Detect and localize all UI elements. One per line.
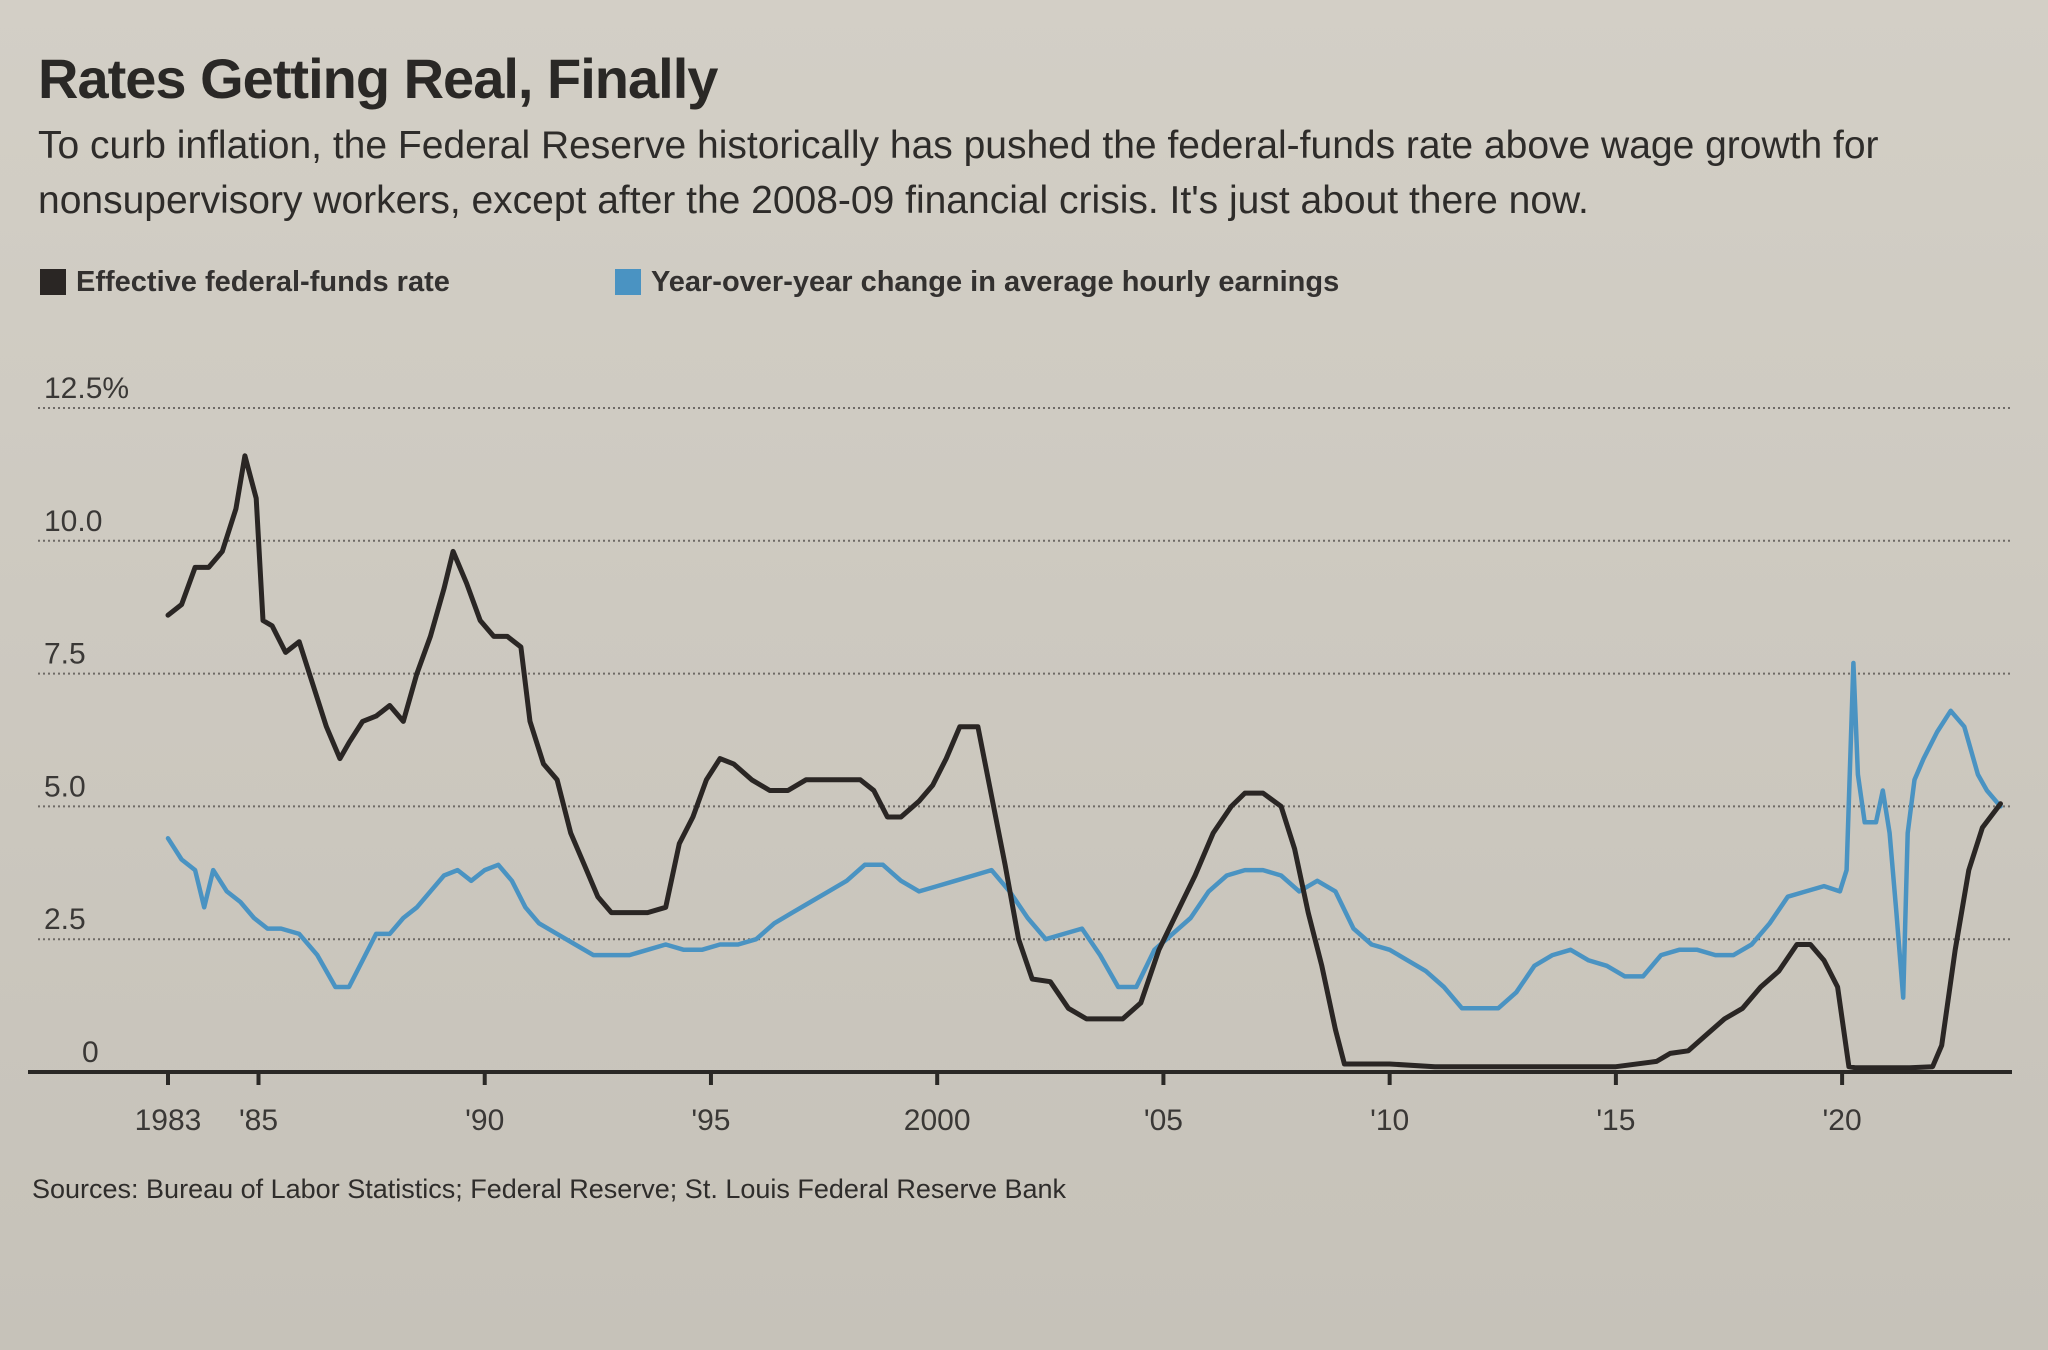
y-tick-label: 5.0 bbox=[44, 770, 86, 803]
series-line-ffr bbox=[165, 453, 2003, 1071]
series-lines bbox=[165, 453, 2003, 1071]
x-tick-label: '15 bbox=[1596, 1104, 1635, 1137]
y-tick-label: 12.5% bbox=[44, 372, 129, 405]
legend-item-ffr: Effective federal-funds rate bbox=[40, 262, 450, 302]
y-tick-label: 2.5 bbox=[44, 903, 86, 936]
x-tick-label: '85 bbox=[239, 1104, 278, 1137]
y-tick-label: 10.0 bbox=[44, 505, 102, 538]
chart-subtitle: To curb inflation, the Federal Reserve h… bbox=[38, 124, 1879, 222]
legend-label-ahe: Year-over-year change in average hourly … bbox=[651, 265, 1340, 298]
x-tick-label: '20 bbox=[1823, 1104, 1862, 1137]
legend-swatch-ffr bbox=[40, 269, 66, 295]
series-line-ahe bbox=[165, 660, 2003, 1011]
y-tick-label: 7.5 bbox=[44, 638, 86, 671]
y-tick-label: 0 bbox=[82, 1036, 99, 1069]
legend-swatch-ahe bbox=[615, 269, 641, 295]
gridlines bbox=[38, 407, 2010, 941]
x-tick-label: '05 bbox=[1144, 1104, 1183, 1137]
legend-item-ahe: Year-over-year change in average hourly … bbox=[615, 262, 1339, 302]
x-tick-label: 1983 bbox=[135, 1104, 202, 1137]
x-axis: 1983 '85 '90 '95 2000 '05 '10 '15 '20 bbox=[28, 1070, 2012, 1137]
x-tick-label: '95 bbox=[691, 1104, 730, 1137]
source-note: Sources: Bureau of Labor Statistics; Fed… bbox=[32, 1174, 1067, 1204]
y-axis-ticks: 12.5% 10.0 7.5 5.0 2.5 0 bbox=[44, 372, 129, 1069]
legend-label-ffr: Effective federal-funds rate bbox=[76, 265, 450, 298]
x-tick-label: 2000 bbox=[904, 1104, 971, 1137]
chart-title: Rates Getting Real, Finally bbox=[38, 47, 718, 110]
x-tick-label: '90 bbox=[465, 1104, 504, 1137]
x-tick-label: '10 bbox=[1370, 1104, 1409, 1137]
